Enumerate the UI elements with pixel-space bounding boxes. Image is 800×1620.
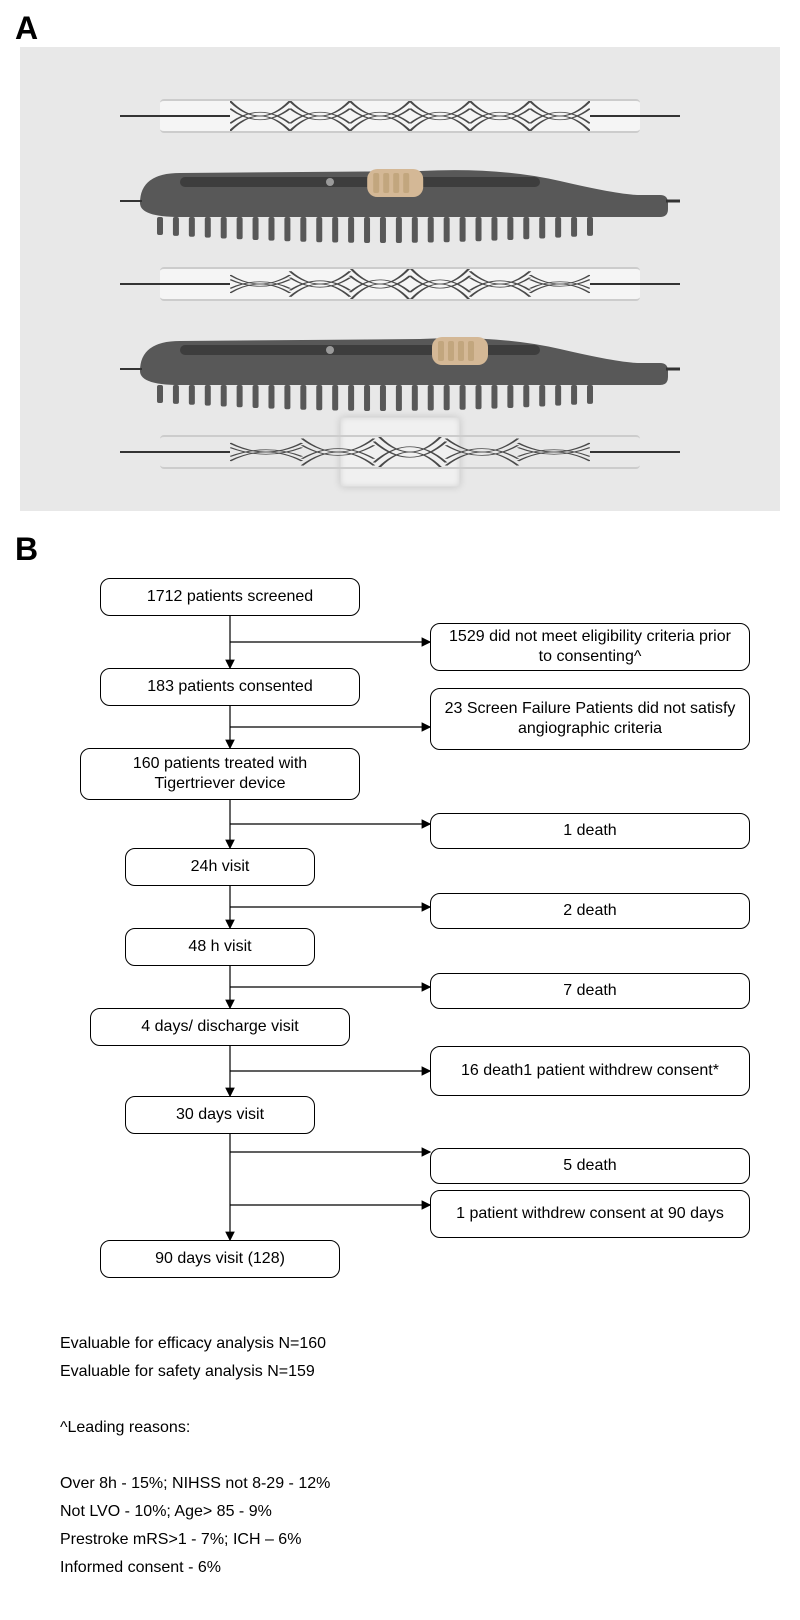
device-row	[20, 155, 780, 245]
flow-box-death5: 5 death	[430, 1148, 750, 1184]
footer-line2: Not LVO - 10%; Age> 85 - 9%	[60, 1500, 740, 1524]
control-handle	[120, 155, 680, 245]
footer-line4: Informed consent - 6%	[60, 1556, 740, 1580]
flow-box-death7: 7 death	[430, 973, 750, 1009]
flow-box-screened: 1712 patients screened	[100, 578, 360, 616]
flow-box-withdrew: 1 patient withdrew consent at 90 days	[430, 1190, 750, 1238]
flow-box-v30: 30 days visit	[125, 1096, 315, 1134]
footer-reasons-title: ^Leading reasons:	[60, 1416, 740, 1440]
device-row	[20, 427, 780, 477]
stent-tube	[120, 91, 680, 141]
device-row	[20, 259, 780, 309]
footer-line3: Prestroke mRS>1 - 7%; ICH – 6%	[60, 1528, 740, 1552]
flow-box-v24: 24h visit	[125, 848, 315, 886]
flow-box-death2: 2 death	[430, 893, 750, 929]
panel-a-label: A	[0, 0, 800, 47]
flow-box-death1: 1 death	[430, 813, 750, 849]
footer-notes: Evaluable for efficacy analysis N=160 Ev…	[0, 1332, 800, 1604]
panel-a-devices	[20, 47, 780, 511]
flow-box-v48: 48 h visit	[125, 928, 315, 966]
footer-eff: Evaluable for efficacy analysis N=160	[60, 1332, 740, 1356]
flow-box-treated: 160 patients treated with Tigertriever d…	[80, 748, 360, 800]
device-row	[20, 323, 780, 413]
flow-box-death16: 16 death1 patient withdrew consent*	[430, 1046, 750, 1096]
stent-tube	[120, 259, 680, 309]
stent-tube-highlighted	[120, 427, 680, 477]
panel-b-label: B	[0, 521, 800, 568]
flow-box-eligDrop: 1529 did not meet eligibility criteria p…	[430, 623, 750, 671]
flow-box-v90: 90 days visit (128)	[100, 1240, 340, 1278]
footer-line1: Over 8h - 15%; NIHSS not 8-29 - 12%	[60, 1472, 740, 1496]
flow-box-consented: 183 patients consented	[100, 668, 360, 706]
flow-box-screenFail: 23 Screen Failure Patients did not satis…	[430, 688, 750, 750]
footer-saf: Evaluable for safety analysis N=159	[60, 1360, 740, 1384]
flow-box-v4d: 4 days/ discharge visit	[90, 1008, 350, 1046]
control-handle	[120, 323, 680, 413]
device-row	[20, 91, 780, 141]
panel-b-flowchart: 1712 patients screened 1529 did not meet …	[20, 568, 780, 1328]
